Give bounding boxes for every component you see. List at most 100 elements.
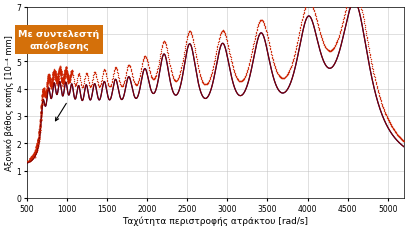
Point (61, 77, 67, 81)
Point (41, 93, 47, 96)
Point (64, 75, 71, 79)
Point (63, 69, 70, 73)
Point (54, 80, 61, 84)
Point (313, 17, 319, 20)
Point (189, 36, 196, 40)
Point (302, 6, 308, 10)
Point (43, 89, 49, 93)
Point (160, 42, 166, 46)
Point (64, 73, 70, 77)
Point (45, 79, 51, 83)
Point (327, 50, 333, 53)
Point (66, 79, 73, 83)
Point (395, 134, 402, 138)
Point (43, 91, 49, 94)
Point (257, 19, 264, 23)
Point (247, 57, 254, 61)
Point (137, 72, 144, 75)
Point (53, 79, 60, 82)
Point (271, 62, 277, 65)
Point (28, 158, 35, 161)
Point (47, 83, 53, 87)
Point (44, 82, 51, 86)
Point (53, 81, 60, 85)
Point (30, 153, 36, 157)
Point (243, 72, 250, 76)
Point (289, 61, 295, 65)
Point (47, 80, 53, 83)
Point (69, 74, 76, 77)
Point (168, 68, 174, 72)
Point (44, 85, 50, 88)
Point (60, 85, 66, 88)
Point (157, 50, 164, 53)
Point (49, 84, 55, 87)
Point (59, 80, 65, 84)
Point (166, 58, 172, 62)
Point (362, 30, 369, 33)
Point (24, 160, 30, 164)
Point (342, 9, 349, 12)
Point (389, 125, 395, 129)
Point (56, 66, 63, 70)
Point (45, 73, 52, 77)
Point (55, 75, 62, 79)
Point (37, 127, 43, 130)
Point (27, 158, 33, 162)
Point (150, 78, 157, 82)
Point (69, 69, 75, 73)
Point (323, 47, 329, 51)
Point (46, 75, 53, 79)
Point (52, 72, 58, 76)
Point (36, 131, 42, 135)
Point (399, 138, 405, 142)
Point (53, 76, 59, 79)
Point (65, 80, 72, 84)
Point (98, 83, 104, 87)
Point (319, 38, 325, 42)
Point (44, 81, 51, 84)
Point (282, 76, 288, 80)
Point (48, 84, 54, 88)
Point (129, 75, 136, 79)
Point (332, 44, 339, 47)
Point (169, 73, 175, 76)
Point (321, 44, 327, 47)
Point (58, 74, 64, 77)
Point (59, 78, 65, 82)
Point (68, 73, 74, 76)
Point (42, 93, 49, 97)
Point (245, 65, 252, 69)
Point (35, 139, 42, 142)
Point (323, 48, 330, 51)
Point (36, 128, 43, 132)
Point (338, 28, 344, 31)
Point (366, 47, 372, 51)
Point (47, 81, 53, 85)
Point (268, 54, 275, 58)
Point (256, 21, 263, 24)
Point (45, 79, 51, 83)
Point (292, 50, 299, 53)
Point (62, 71, 68, 75)
Point (69, 69, 75, 72)
Point (275, 73, 281, 76)
Point (49, 85, 55, 88)
Point (358, 6, 364, 10)
Point (190, 38, 196, 41)
Point (316, 31, 323, 34)
Point (271, 63, 277, 67)
Point (58, 71, 64, 75)
Point (249, 48, 256, 52)
Point (142, 55, 149, 59)
Point (33, 148, 40, 151)
Point (62, 70, 69, 74)
Point (51, 71, 57, 75)
Point (207, 75, 214, 79)
Point (293, 48, 299, 52)
Point (136, 78, 142, 81)
Point (49, 83, 55, 86)
Point (118, 85, 124, 88)
Point (378, 100, 384, 104)
Point (375, 92, 382, 96)
